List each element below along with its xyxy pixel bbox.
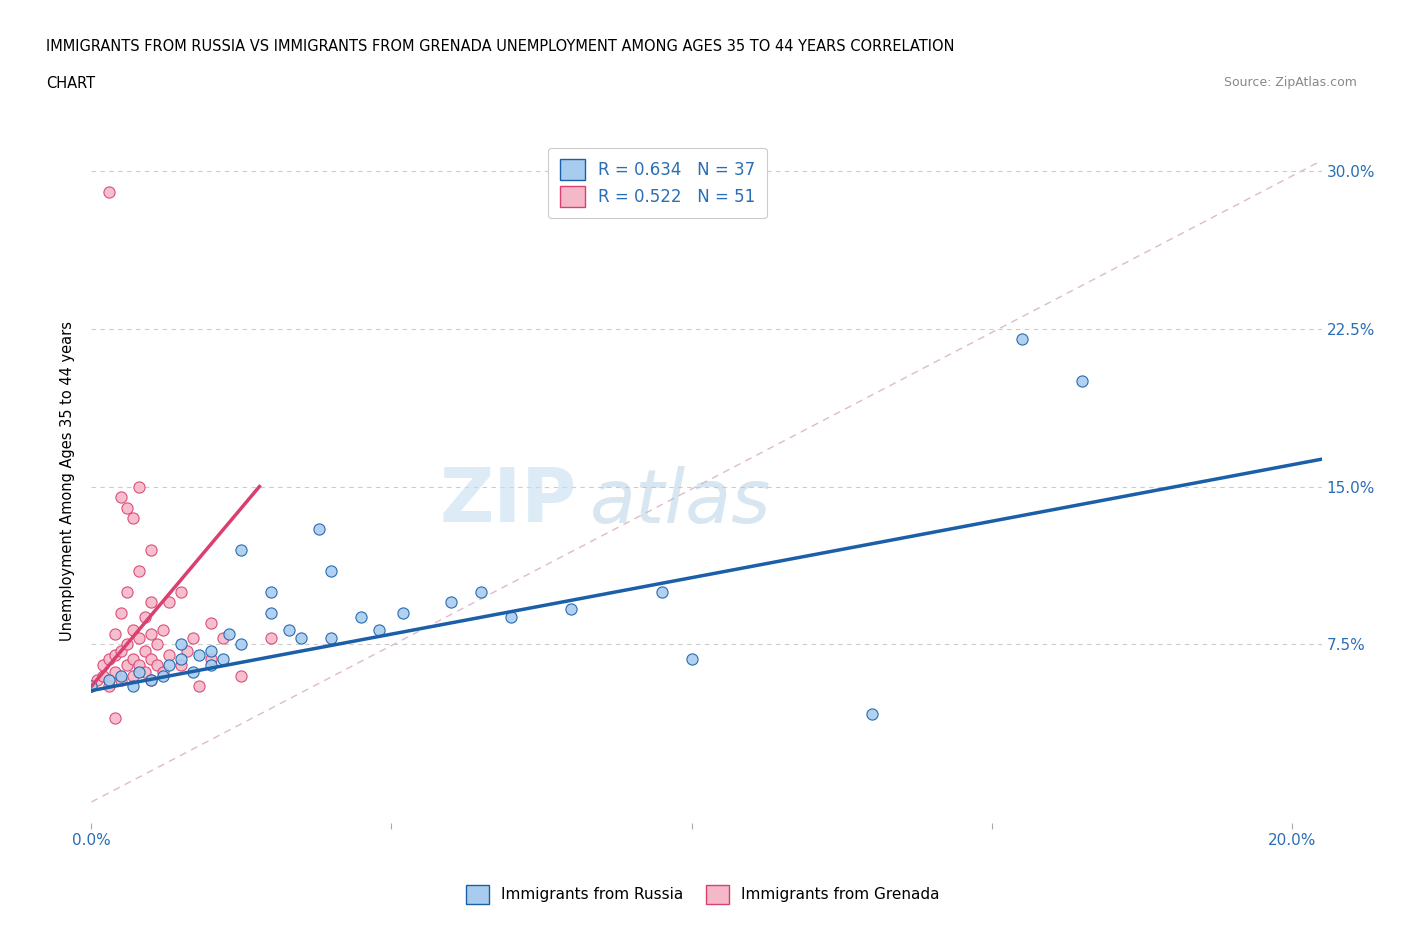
Point [128, 658, 150, 672]
Point [128, 664, 150, 679]
Point [200, 644, 222, 658]
Point [152, 622, 174, 637]
Point [86, 672, 108, 687]
Point [141, 672, 163, 687]
Point [122, 652, 145, 667]
Point [141, 672, 163, 687]
Point [141, 595, 163, 610]
Point [260, 605, 283, 620]
Point [104, 626, 127, 641]
Point [392, 605, 415, 620]
Point [128, 479, 150, 494]
Point [110, 672, 132, 687]
Point [231, 637, 253, 652]
Text: atlas: atlas [589, 466, 770, 538]
Point [321, 631, 343, 645]
Point [681, 652, 703, 667]
Point [128, 631, 150, 645]
Point [157, 595, 180, 610]
Point [501, 609, 523, 624]
Point [110, 489, 132, 504]
Point [1070, 374, 1092, 389]
Point [170, 652, 193, 667]
Point [93, 669, 115, 684]
Point [157, 647, 180, 662]
Point [152, 669, 174, 684]
Point [860, 706, 883, 721]
Point [470, 584, 492, 599]
Point [146, 658, 169, 672]
Point [80, 679, 103, 694]
Point [98, 679, 121, 694]
Point [122, 622, 145, 637]
Point [308, 521, 330, 536]
Point [176, 644, 198, 658]
Y-axis label: Unemployment Among Ages 35 to 44 years: Unemployment Among Ages 35 to 44 years [60, 321, 76, 642]
Point [212, 652, 235, 667]
Point [117, 584, 139, 599]
Point [134, 644, 156, 658]
Point [650, 584, 672, 599]
Point [260, 584, 283, 599]
Point [218, 626, 240, 641]
Point [278, 622, 301, 637]
Point [146, 637, 169, 652]
Point [1011, 332, 1033, 347]
Legend: R = 0.634   N = 37, R = 0.522   N = 51: R = 0.634 N = 37, R = 0.522 N = 51 [548, 148, 766, 219]
Text: IMMIGRANTS FROM RUSSIA VS IMMIGRANTS FROM GRENADA UNEMPLOYMENT AMONG AGES 35 TO : IMMIGRANTS FROM RUSSIA VS IMMIGRANTS FRO… [46, 39, 955, 54]
Text: CHART: CHART [46, 76, 96, 91]
Point [141, 652, 163, 667]
Point [170, 637, 193, 652]
Point [98, 185, 121, 200]
Point [560, 601, 582, 616]
Point [104, 711, 127, 725]
Point [98, 652, 121, 667]
Point [93, 658, 115, 672]
Point [231, 542, 253, 557]
Point [200, 652, 222, 667]
Point [122, 669, 145, 684]
Point [200, 616, 222, 631]
Point [170, 658, 193, 672]
Point [183, 664, 205, 679]
Point [104, 664, 127, 679]
Point [80, 679, 103, 694]
Point [368, 622, 391, 637]
Point [134, 609, 156, 624]
Point [321, 564, 343, 578]
Point [141, 542, 163, 557]
Text: Source: ZipAtlas.com: Source: ZipAtlas.com [1223, 76, 1357, 89]
Point [134, 664, 156, 679]
Point [152, 664, 174, 679]
Point [110, 605, 132, 620]
Point [128, 564, 150, 578]
Point [350, 609, 373, 624]
Point [104, 647, 127, 662]
Point [170, 584, 193, 599]
Point [117, 500, 139, 515]
Point [157, 658, 180, 672]
Point [117, 637, 139, 652]
Point [98, 672, 121, 687]
Point [110, 644, 132, 658]
Point [231, 669, 253, 684]
Point [117, 658, 139, 672]
Point [122, 511, 145, 525]
Point [110, 669, 132, 684]
Point [200, 658, 222, 672]
Point [260, 631, 283, 645]
Point [183, 631, 205, 645]
Point [188, 679, 211, 694]
Point [122, 679, 145, 694]
Text: ZIP: ZIP [440, 465, 578, 538]
Point [188, 647, 211, 662]
Legend: Immigrants from Russia, Immigrants from Grenada: Immigrants from Russia, Immigrants from … [458, 877, 948, 911]
Point [141, 626, 163, 641]
Point [290, 631, 312, 645]
Point [440, 595, 463, 610]
Point [212, 631, 235, 645]
